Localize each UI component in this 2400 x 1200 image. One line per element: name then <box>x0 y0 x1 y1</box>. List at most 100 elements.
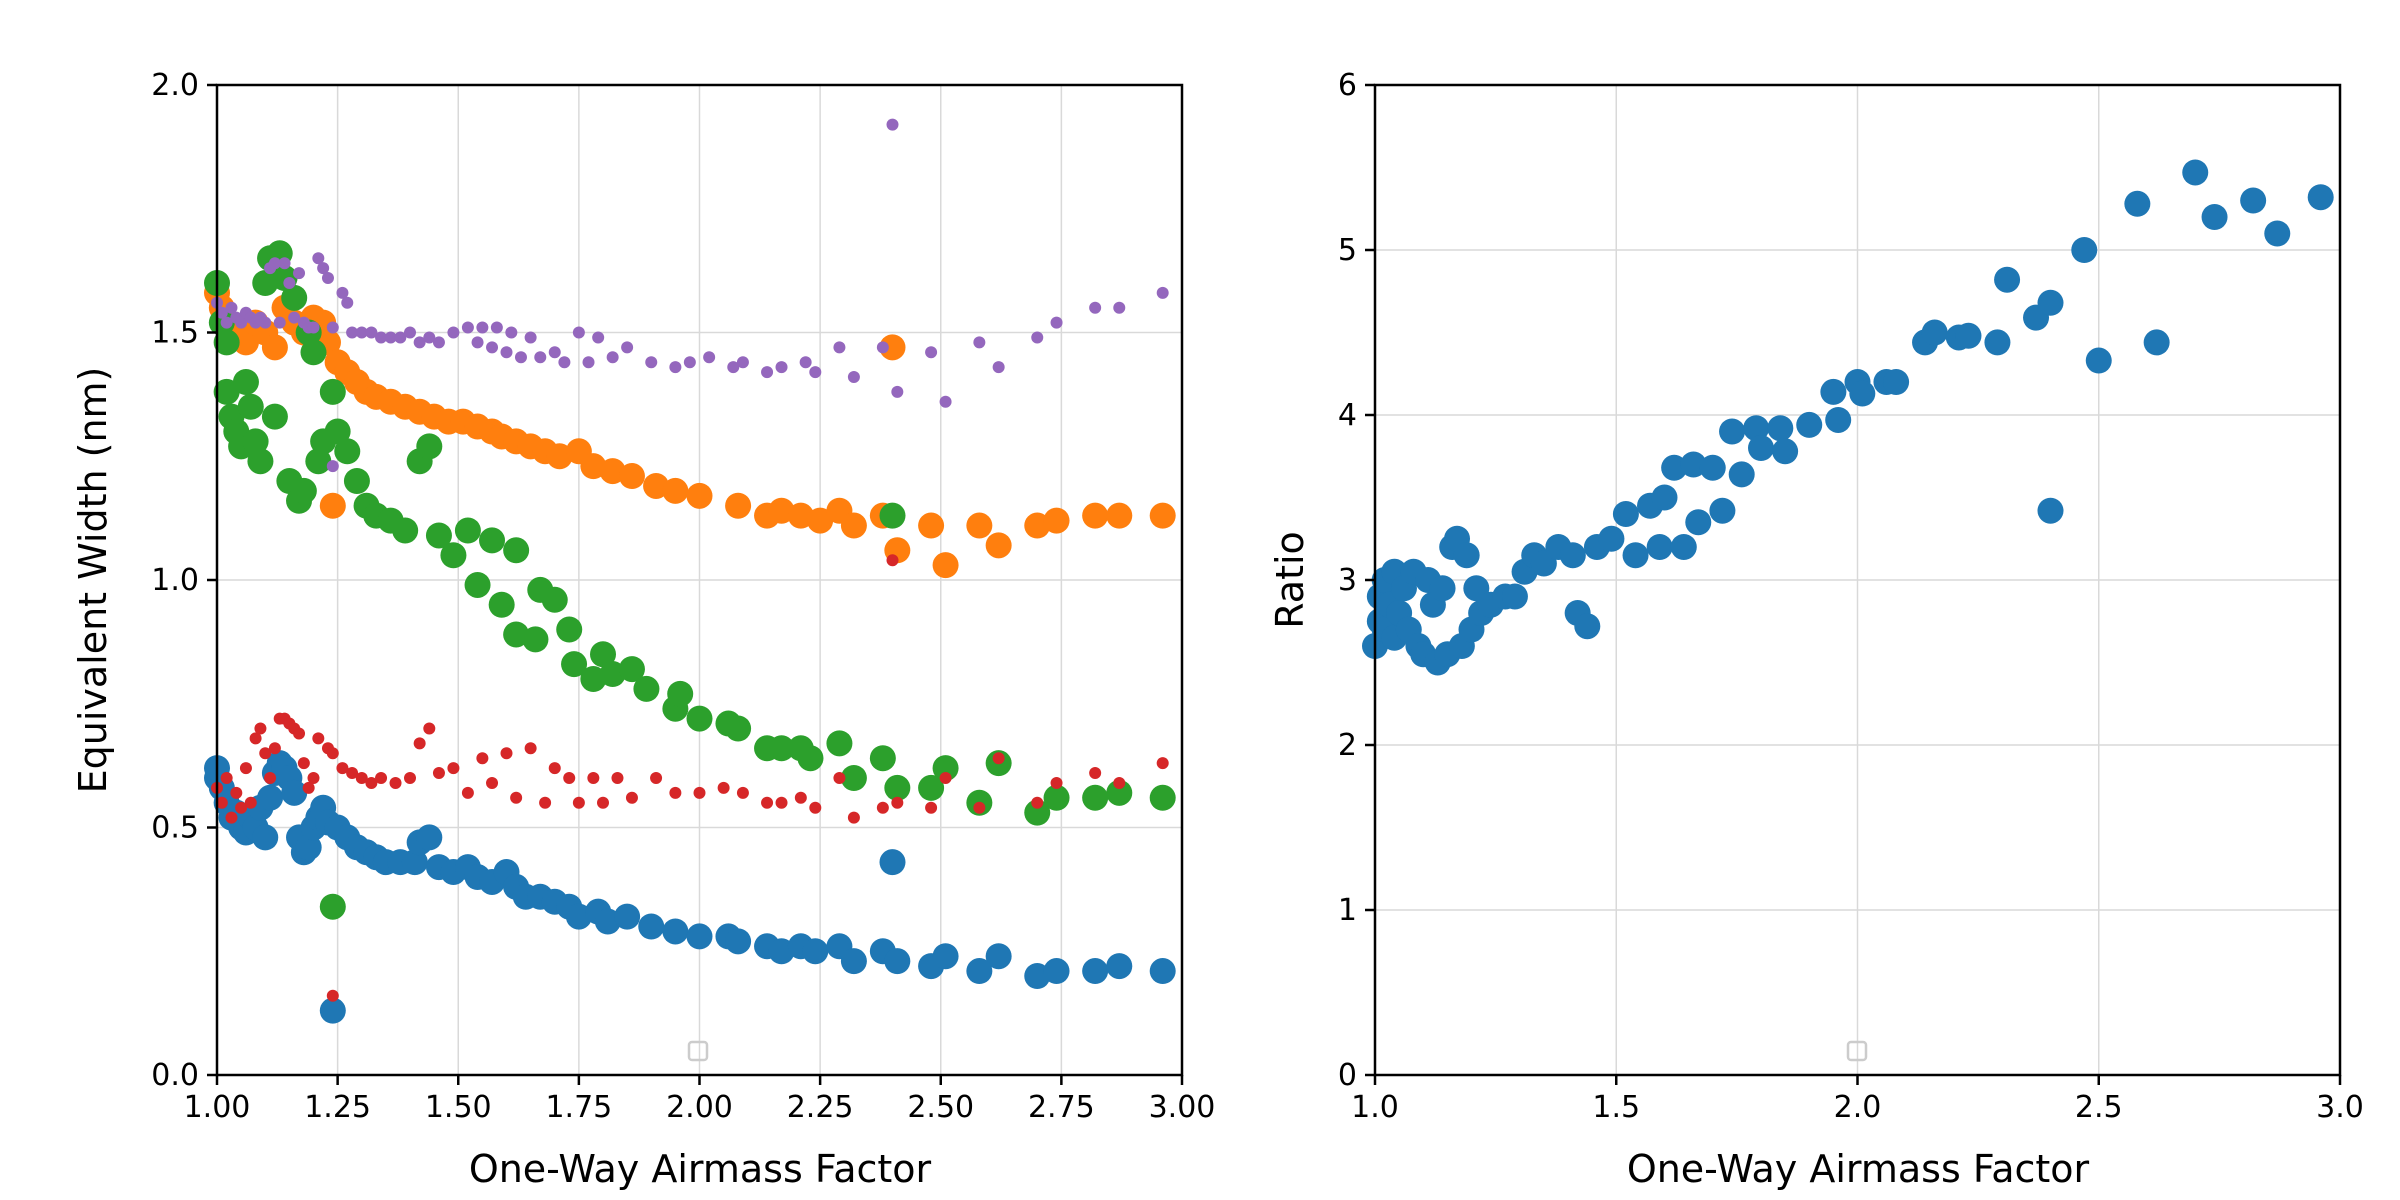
left-series-4-point <box>375 331 388 344</box>
left-series-2-point <box>261 403 288 430</box>
ratio-panel: 1.0 1.5 2.0 2.5 3.0 0 1 2 3 4 5 6 One-Way Airmass F… <box>1268 68 2364 1191</box>
left-scatter-points <box>204 118 1176 1024</box>
right-series-0-point <box>1748 435 1774 461</box>
right-x-tick-label: 1.5 <box>1592 1090 1640 1125</box>
left-series-3-point <box>736 786 749 799</box>
left-series-3-point <box>355 772 368 784</box>
right-y-tick-label: 1 <box>1338 893 1357 928</box>
left-series-2-point <box>879 502 906 529</box>
left-series-4-point <box>534 351 547 364</box>
left-series-1-point <box>918 512 945 539</box>
left-series-2-point <box>503 537 530 564</box>
left-series-1-point <box>1082 502 1109 529</box>
right-y-tick-label: 6 <box>1338 68 1357 103</box>
left-series-2-point <box>488 591 515 618</box>
left-series-2-point <box>232 369 259 395</box>
left-series-1-point <box>725 492 752 519</box>
left-series-4-point <box>1156 286 1169 299</box>
left-series-1-point <box>1043 507 1070 534</box>
left-series-3-point <box>225 811 238 824</box>
left-x-tick-label: 1.25 <box>304 1090 371 1125</box>
left-series-3-point <box>891 796 904 809</box>
right-ticks: 1.0 1.5 2.0 2.5 3.0 0 1 2 3 4 5 6 <box>1338 68 2364 1125</box>
right-x-tick-label: 2.0 <box>1834 1090 1882 1125</box>
left-series-4-point <box>736 356 749 369</box>
left-series-4-point <box>1113 301 1126 314</box>
left-x-tick-label: 2.25 <box>787 1090 854 1125</box>
left-series-3-point <box>302 781 315 794</box>
left-x-axis-label: One-Way Airmass Factor <box>469 1147 932 1191</box>
left-series-2-point <box>290 477 317 504</box>
left-series-4-point <box>341 296 354 309</box>
left-y-tick-label: 1.0 <box>151 563 199 598</box>
right-y-tick-label: 4 <box>1338 398 1357 433</box>
left-series-4-point <box>524 331 537 344</box>
right-series-0-point <box>1598 525 1625 552</box>
left-series-4-point <box>355 326 368 339</box>
left-series-4-point <box>761 366 774 379</box>
right-series-0-point <box>1685 509 1712 536</box>
left-series-2-point <box>522 626 549 653</box>
right-series-0-point <box>1709 497 1736 524</box>
left-series-2-point <box>392 517 419 544</box>
left-series-2-point <box>242 428 269 455</box>
right-series-0-point <box>2037 497 2064 524</box>
left-series-0-point <box>802 938 829 965</box>
left-series-0-point <box>252 824 279 851</box>
left-series-3-point <box>447 762 460 775</box>
left-series-4-point <box>558 356 571 369</box>
left-series-2-point <box>440 542 467 569</box>
left-series-2-point <box>464 571 491 598</box>
left-series-0-point <box>1082 958 1109 985</box>
left-series-3-point <box>809 801 822 814</box>
left-series-4-point <box>471 336 484 349</box>
left-series-4-point <box>514 351 527 364</box>
left-series-4-point <box>326 321 339 334</box>
left-series-4-point <box>278 257 291 270</box>
left-series-3-point <box>486 776 499 789</box>
left-series-3-point <box>215 796 228 809</box>
left-series-3-point <box>365 776 378 789</box>
left-series-0-point <box>662 918 689 945</box>
left-series-1-point <box>319 492 346 519</box>
right-y-tick-label: 5 <box>1338 233 1357 268</box>
right-series-0-point <box>1429 575 1456 602</box>
left-series-3-point <box>925 801 938 814</box>
left-series-3-point <box>761 796 774 809</box>
left-series-3-point <box>268 742 281 755</box>
left-series-3-point <box>524 742 537 755</box>
right-series-0-point <box>1772 438 1799 465</box>
right-series-0-point <box>1883 369 1910 395</box>
left-series-2-point <box>213 378 240 405</box>
left-series-1-point <box>1106 502 1133 529</box>
left-series-1-point <box>662 477 689 504</box>
left-series-4-point <box>317 262 330 275</box>
left-y-axis-label: Equivalent Width (nm) <box>71 367 115 794</box>
left-series-3-point <box>249 732 262 745</box>
right-series-0-point <box>1728 461 1755 488</box>
left-series-3-point <box>326 989 339 1002</box>
left-series-2-point <box>334 438 361 465</box>
left-series-3-point <box>336 762 349 775</box>
right-series-0-point <box>2124 190 2151 217</box>
left-series-4-point <box>572 326 585 339</box>
left-series-3-point <box>625 791 638 804</box>
left-series-3-point <box>220 772 233 784</box>
left-series-4-point <box>394 331 407 344</box>
left-series-3-point <box>244 796 257 809</box>
left-series-4-point <box>235 316 248 329</box>
left-series-3-point <box>775 796 788 809</box>
left-series-1-point <box>261 334 288 361</box>
left-series-4-point <box>621 341 634 354</box>
left-series-1-point <box>618 463 645 490</box>
left-x-tick-label: 1.00 <box>184 1090 251 1125</box>
left-series-3-point <box>1050 776 1063 789</box>
left-series-4-point <box>775 361 788 374</box>
left-series-4-point <box>490 321 503 334</box>
right-series-0-point <box>1622 542 1649 569</box>
left-series-4-point <box>461 321 474 334</box>
left-series-0-point <box>257 784 284 811</box>
left-series-3-point <box>597 796 609 809</box>
left-series-3-point <box>886 554 899 567</box>
